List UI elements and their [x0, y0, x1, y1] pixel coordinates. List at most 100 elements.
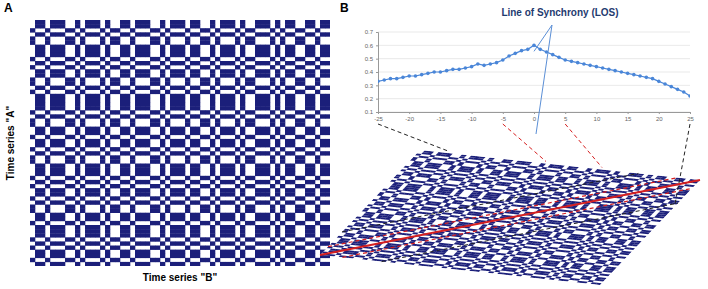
recurrence-cell: [275, 20, 280, 24]
recurrence-cell: [120, 45, 125, 49]
recurrence-cell: [165, 221, 170, 225]
recurrence-cell: [35, 168, 40, 172]
recurrence-cell: [65, 221, 70, 225]
recurrence-cell: [120, 106, 125, 110]
recurrence-cell: [190, 164, 195, 168]
recurrence-cell: [145, 168, 150, 172]
recurrence-cell: [95, 168, 100, 172]
recurrence-cell: [195, 106, 200, 110]
recurrence-cell: [105, 213, 110, 217]
recurrence-cell: [50, 233, 55, 237]
recurrence-cell: [90, 143, 95, 147]
recurrence-cell: [85, 233, 90, 237]
recurrence-cell: [220, 131, 225, 135]
recurrence-cell: [483, 163, 490, 165]
recurrence-cell: [310, 164, 315, 168]
recurrence-cell: [210, 164, 215, 168]
recurrence-cell: [40, 131, 45, 135]
recurrence-cell: [320, 131, 325, 135]
recurrence-cell: [295, 118, 300, 122]
recurrence-cell: [180, 151, 185, 155]
recurrence-cell: [50, 192, 55, 196]
recurrence-cell: [175, 143, 180, 147]
recurrence-cell: [310, 73, 315, 77]
recurrence-cell: [45, 77, 50, 81]
recurrence-cell: [265, 45, 270, 49]
recurrence-cell: [115, 135, 120, 139]
recurrence-cell: [100, 209, 105, 213]
recurrence-cell: [135, 24, 140, 28]
recurrence-cell: [225, 131, 230, 135]
recurrence-cell: [40, 102, 45, 106]
recurrence-cell: [325, 172, 330, 176]
recurrence-cell: [295, 123, 300, 127]
recurrence-cell: [115, 258, 120, 262]
recurrence-cell: [100, 237, 105, 241]
recurrence-cell: [275, 233, 280, 237]
recurrence-cell: [50, 45, 55, 49]
recurrence-cell: [95, 172, 100, 176]
recurrence-cell: [110, 184, 115, 188]
recurrence-cell: [115, 36, 120, 40]
recurrence-cell: [85, 114, 90, 118]
recurrence-cell: [140, 114, 145, 118]
recurrence-cell: [205, 176, 210, 180]
recurrence-cell: [305, 106, 310, 110]
recurrence-cell: [65, 123, 70, 127]
recurrence-cell: [290, 213, 295, 217]
recurrence-cell: [245, 147, 250, 151]
recurrence-cell: [30, 205, 35, 209]
recurrence-cell: [195, 241, 200, 245]
recurrence-cell: [320, 164, 325, 168]
recurrence-cell: [145, 233, 150, 237]
recurrence-cell: [300, 90, 305, 94]
recurrence-cell: [90, 225, 95, 229]
recurrence-cell: [170, 143, 175, 147]
recurrence-cell: [165, 118, 170, 122]
recurrence-cell: [235, 77, 240, 81]
recurrence-cell: [45, 57, 50, 61]
recurrence-cell: [275, 53, 280, 57]
recurrence-cell: [325, 127, 330, 131]
recurrence-cell: [175, 241, 180, 245]
recurrence-cell: [140, 180, 145, 184]
recurrence-cell: [125, 139, 130, 143]
recurrence-cell: [190, 53, 195, 57]
recurrence-cell: [275, 24, 280, 28]
recurrence-cell: [85, 24, 90, 28]
recurrence-cell: [255, 172, 260, 176]
recurrence-cell: [45, 196, 50, 200]
recurrence-cell: [135, 127, 140, 131]
recurrence-cell: [55, 172, 60, 176]
recurrence-cell: [40, 164, 45, 168]
recurrence-cell: [305, 229, 310, 233]
recurrence-cell: [175, 233, 180, 237]
recurrence-cell: [265, 53, 270, 57]
recurrence-cell: [110, 209, 115, 213]
recurrence-cell: [230, 53, 235, 57]
recurrence-cell: [250, 65, 255, 69]
recurrence-cell: [285, 180, 290, 184]
recurrence-cell: [120, 139, 125, 143]
recurrence-cell: [45, 82, 50, 86]
recurrence-cell: [245, 123, 250, 127]
recurrence-cell: [195, 254, 200, 258]
recurrence-cell: [80, 246, 85, 250]
recurrence-cell: [55, 20, 60, 24]
recurrence-cell: [260, 49, 265, 53]
recurrence-cell: [215, 221, 220, 225]
recurrence-cell: [165, 258, 170, 262]
recurrence-cell: [60, 250, 65, 254]
recurrence-cell: [240, 164, 245, 168]
recurrence-cell: [95, 127, 100, 131]
recurrence-cell: [170, 61, 175, 65]
recurrence-cell: [90, 32, 95, 36]
recurrence-cell: [60, 20, 65, 24]
recurrence-cell: [105, 254, 110, 258]
recurrence-cell: [160, 102, 165, 106]
recurrence-cell: [265, 24, 270, 28]
recurrence-cell: [300, 209, 305, 213]
recurrence-cell: [65, 147, 70, 151]
recurrence-cell: [145, 106, 150, 110]
recurrence-cell: [55, 188, 60, 192]
